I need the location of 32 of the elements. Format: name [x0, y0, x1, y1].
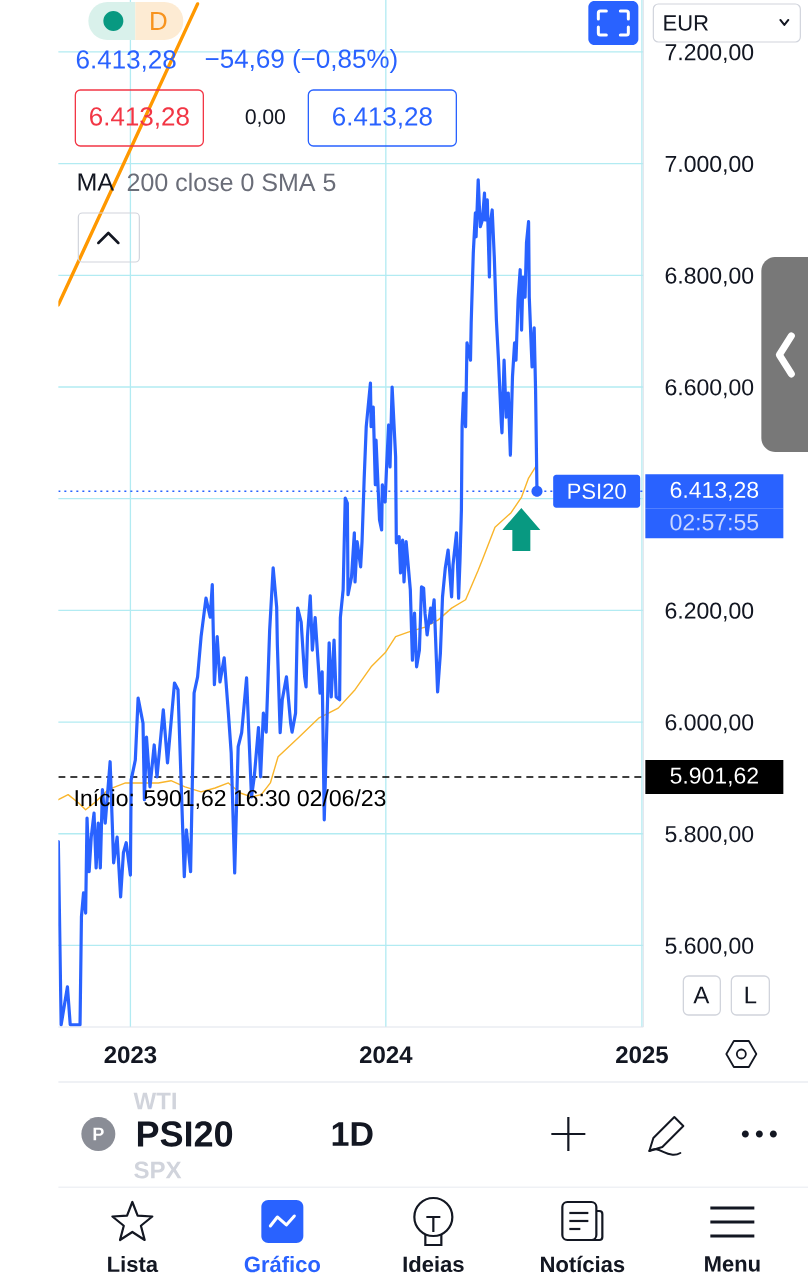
x-tick-label: 2024: [359, 1046, 413, 1064]
y-tick-label: 6.200,00: [665, 602, 754, 622]
ref-line-label: 6.413,28: [670, 481, 758, 501]
annotation: −54,69 (−0,85%): [205, 48, 397, 74]
text: Lista: [107, 1255, 158, 1273]
text: Menu: [704, 1256, 760, 1272]
y-tick-label: 5.800,00: [665, 825, 754, 845]
text: L: [745, 986, 757, 1004]
y-tick-label: 7.200,00: [665, 44, 754, 64]
annotation: D: [150, 12, 167, 30]
annotation: MA: [78, 173, 114, 191]
annotation: 0,00: [245, 109, 285, 127]
text: 02:57:55: [670, 514, 758, 531]
y-tick-label: 7.000,00: [665, 155, 754, 175]
y-tick-label: 6.000,00: [665, 714, 754, 734]
y-tick-label: 6.600,00: [665, 379, 754, 399]
text: A: [693, 986, 710, 1004]
text: P: [93, 1127, 104, 1141]
series-label: PSI20: [568, 483, 626, 500]
text: PSI20: [137, 1121, 232, 1147]
ref-line-label: 5.901,62: [670, 767, 758, 787]
y-tick-label: 5.600,00: [665, 937, 754, 957]
x-tick-label: 2025: [615, 1046, 668, 1064]
text: Notícias: [540, 1255, 625, 1273]
text: EUR: [664, 15, 708, 31]
text: Ideias: [403, 1255, 464, 1273]
annotation: 200 close 0 SMA 5: [127, 172, 336, 192]
y-tick-label: 6.800,00: [665, 267, 754, 287]
x-tick-label: 2023: [104, 1046, 157, 1064]
text: 1D: [332, 1122, 373, 1146]
text: Gráfico: [244, 1255, 320, 1273]
annotation: 6.413,28: [332, 107, 432, 129]
